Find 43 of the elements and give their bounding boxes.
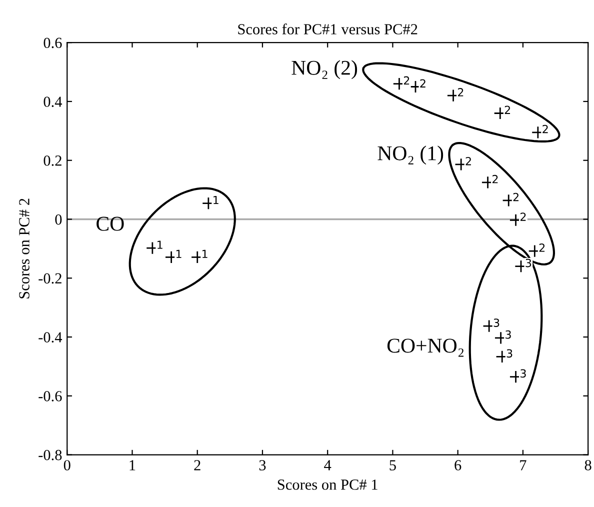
y-tick-label: -0.8	[38, 450, 62, 460]
annotation: NO₂ (2)	[292, 60, 358, 80]
y-tick-label: 0	[55, 214, 62, 225]
text: 3	[520, 369, 526, 378]
x-tick-label: 4	[324, 460, 332, 470]
series-label: 2	[458, 88, 464, 96]
text: 2	[504, 106, 510, 114]
y-axis-title: Scores on PC# 2	[19, 198, 30, 298]
text: 2	[520, 212, 526, 221]
series-label: 3	[506, 349, 512, 358]
y-tick-label: 0.6	[44, 38, 62, 48]
text: 1	[202, 250, 208, 258]
series-label: 1	[176, 250, 182, 258]
x-tick-label: 6	[454, 460, 462, 470]
text: 2	[539, 244, 545, 252]
x-axis-title: Scores on PC# 1	[278, 480, 378, 490]
x-tick-label: 3	[259, 460, 266, 470]
x-tick-label: 0	[64, 460, 70, 470]
series-label: 2	[513, 192, 518, 202]
text: 2	[420, 79, 426, 88]
y-tick-label: -0.2	[38, 273, 62, 284]
x-tick-label: 5	[390, 460, 396, 470]
text: 1	[158, 240, 162, 249]
text: 2	[542, 124, 548, 134]
text: 3	[526, 258, 532, 268]
text: 2	[492, 174, 498, 184]
annotation: NO₂ (1)	[378, 146, 444, 165]
y-tick-label: 0.4	[44, 96, 62, 107]
text: 1	[214, 196, 218, 204]
x-tick-label: 7	[520, 460, 526, 470]
x-tick-label: 1	[130, 460, 136, 470]
y-tick-label: 0.2	[44, 156, 62, 166]
text: 3	[506, 330, 511, 339]
chart-title: Scores for PC#1 versus PC#2	[238, 24, 418, 34]
text: 3	[494, 318, 500, 327]
text: 2	[404, 76, 410, 85]
x-tick-label: 8	[584, 460, 592, 470]
x-tick-label: 2	[194, 460, 200, 470]
y-tick-label: -0.4	[38, 332, 62, 343]
annotation: CO	[96, 216, 124, 231]
annotation: CO+NO₂	[387, 338, 464, 357]
y-tick-label: -0.6	[38, 391, 62, 402]
text: 2	[466, 156, 471, 166]
